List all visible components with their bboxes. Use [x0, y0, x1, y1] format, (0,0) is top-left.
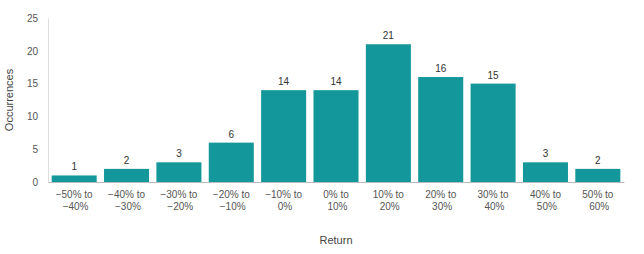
- y-axis: 0 5 10 15 20 25: [27, 13, 49, 188]
- bar: [575, 169, 620, 182]
- bar: [261, 90, 306, 182]
- x-tick-label: −50% to −40%: [56, 189, 93, 212]
- x-tick-label: −20% to −10%: [213, 189, 250, 212]
- bars: [52, 44, 621, 182]
- y-tick: 0: [32, 177, 48, 188]
- x-axis-title: Return: [319, 234, 352, 246]
- data-label: 2: [595, 155, 601, 166]
- x-tick-label: 30% to 40%: [478, 189, 510, 212]
- bar: [523, 162, 568, 182]
- data-label: 21: [383, 30, 395, 41]
- chart: 0 5 10 15 20 25 1 2 3 6 14 14 21 16 15 3 2 −50% to −40% −4…: [0, 0, 644, 254]
- bar: [52, 175, 97, 182]
- x-tick-label: 50% to 60%: [582, 189, 614, 212]
- x-tick: 30% to 40%: [478, 189, 510, 212]
- x-tick-label: 20% to 30%: [425, 189, 457, 212]
- x-tick-label: 40% to 50%: [530, 189, 562, 212]
- data-label: 6: [228, 129, 234, 140]
- y-tick-label: 10: [27, 111, 39, 122]
- bar: [209, 143, 254, 182]
- y-tick-label: 5: [32, 144, 38, 155]
- y-tick-label: 25: [27, 13, 39, 24]
- x-tick-label: −40% to −30%: [108, 189, 145, 212]
- x-tick: −10% to 0%: [265, 189, 302, 212]
- x-tick: 10% to 20%: [373, 189, 405, 212]
- data-label: 1: [71, 161, 77, 172]
- y-tick: 10: [27, 111, 48, 122]
- bar: [471, 84, 516, 182]
- x-tick: −30% to −20%: [160, 189, 197, 212]
- x-tick: 50% to 60%: [582, 189, 614, 212]
- x-tick: −40% to −30%: [108, 189, 145, 212]
- data-label: 16: [435, 63, 447, 74]
- y-tick-label: 0: [32, 177, 38, 188]
- y-tick: 5: [32, 144, 48, 155]
- data-labels: 1 2 3 6 14 14 21 16 15 3 2: [71, 30, 601, 172]
- y-tick-label: 20: [27, 46, 39, 57]
- x-axis: −50% to −40% −40% to −30% −30% to −20% −20%…: [49, 183, 625, 213]
- x-tick-label: −10% to 0%: [265, 189, 302, 212]
- y-tick-label: 15: [27, 78, 39, 89]
- x-tick: 0% to 10%: [323, 189, 349, 212]
- bar: [313, 90, 358, 182]
- bar: [156, 162, 201, 182]
- bar: [418, 77, 463, 182]
- x-axis-line: [49, 182, 625, 183]
- data-label: 14: [278, 76, 290, 87]
- y-tick: 20: [27, 46, 48, 57]
- data-label: 3: [176, 148, 182, 159]
- x-tick: −20% to −10%: [213, 189, 250, 212]
- x-tick-label: −30% to −20%: [160, 189, 197, 212]
- bar: [366, 44, 411, 182]
- data-label: 14: [330, 76, 342, 87]
- data-label: 2: [124, 155, 130, 166]
- y-axis-title: Occurrences: [3, 68, 15, 131]
- x-tick: −50% to −40%: [56, 189, 93, 212]
- y-tick: 15: [27, 78, 48, 89]
- plot: 0 5 10 15 20 25 1 2 3 6 14 14 21 16 15 3 2 −50% to −40% −4…: [27, 13, 625, 212]
- x-tick-label: 10% to 20%: [373, 189, 405, 212]
- data-label: 15: [488, 70, 500, 81]
- y-tick: 25: [27, 13, 48, 24]
- x-tick-label: 0% to 10%: [323, 189, 349, 212]
- data-label: 3: [543, 148, 549, 159]
- x-tick: 20% to 30%: [425, 189, 457, 212]
- x-tick: 40% to 50%: [530, 189, 562, 212]
- bar: [104, 169, 149, 182]
- y-axis-line: [48, 19, 49, 183]
